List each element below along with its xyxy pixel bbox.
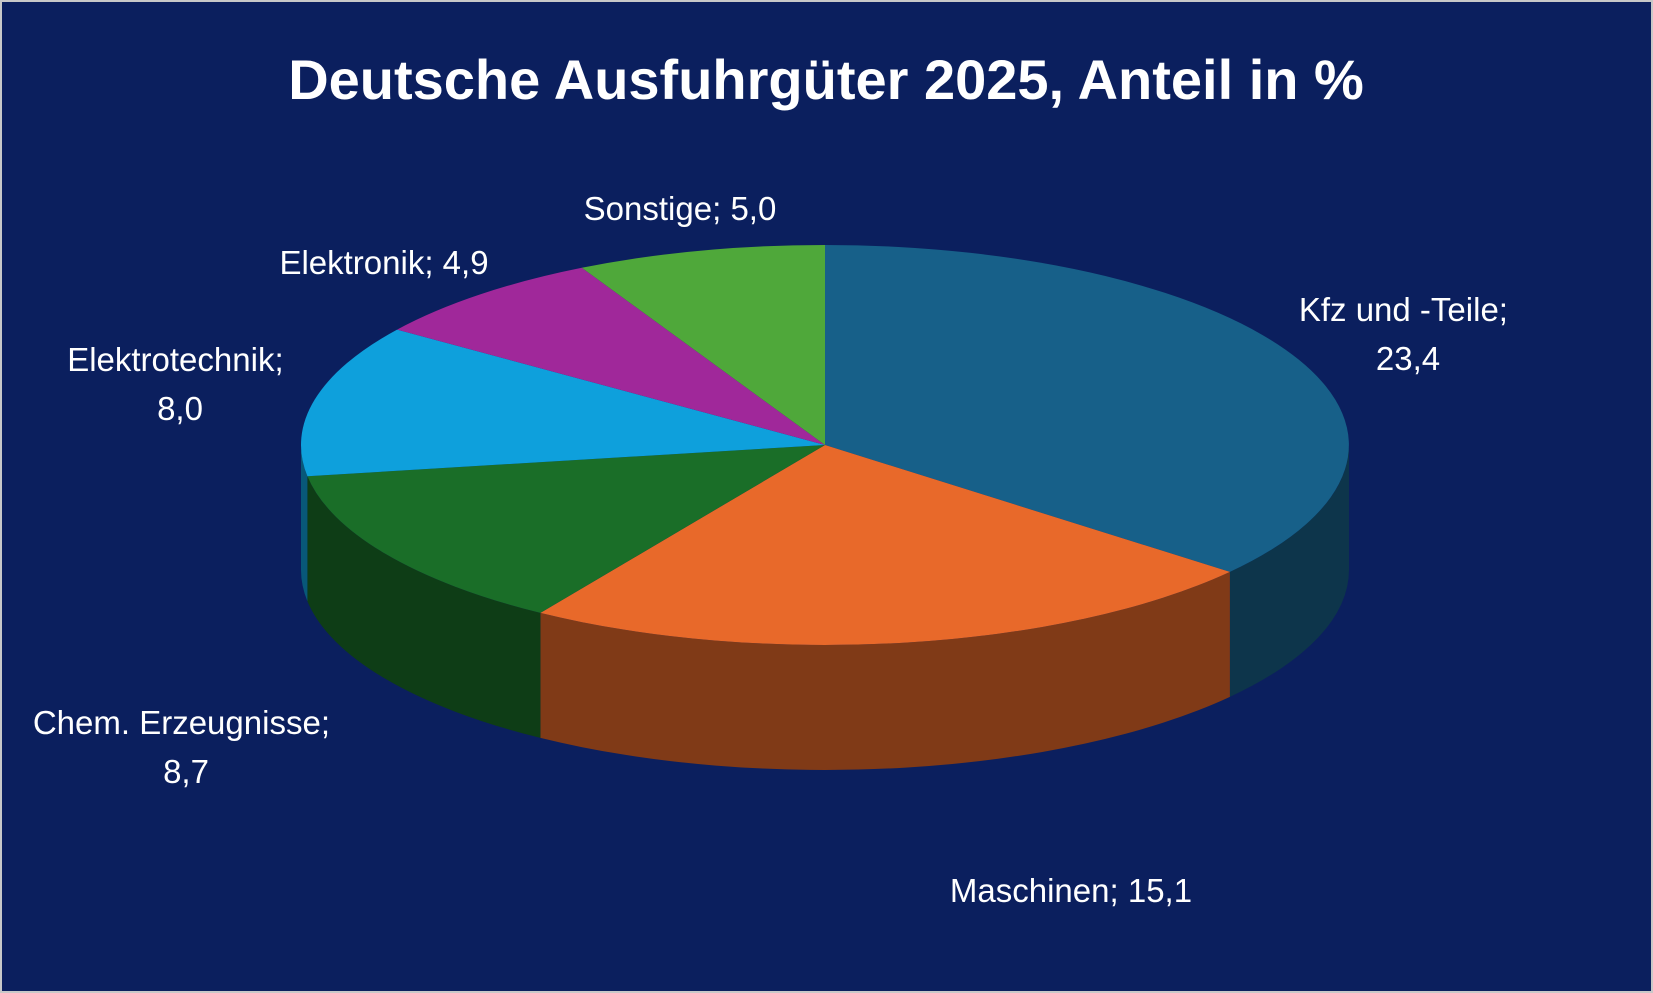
slice: [397, 267, 825, 445]
slice: [540, 445, 1230, 645]
label-separator: ;: [1499, 291, 1517, 328]
category-label: Elektrotechnik: [67, 341, 275, 378]
data-label: Kfz und -Teile; 23,4: [1299, 291, 1517, 377]
category-label: Chem. Erzeugnisse: [33, 704, 321, 741]
data-label: Sonstige; 5,0: [584, 190, 777, 227]
value-label: 5,0: [730, 190, 776, 227]
category-label: Sonstige: [584, 190, 712, 227]
slice-side: [1229, 445, 1349, 697]
value-label: 15,1: [1128, 872, 1192, 909]
data-label: Elektronik; 4,9: [279, 244, 488, 281]
slice-side: [540, 571, 1230, 770]
pie-sides: [301, 445, 1349, 770]
slice: [581, 244, 825, 445]
data-label: Elektrotechnik; 8,0: [67, 341, 293, 427]
slice-side: [307, 476, 541, 738]
slice: [307, 445, 825, 613]
label-separator: ;: [424, 244, 442, 281]
value-label: 4,9: [443, 244, 489, 281]
data-label: Maschinen; 15,1: [950, 872, 1192, 909]
data-label: Chem. Erzeugnisse; 8,7: [33, 704, 339, 790]
category-label: Elektronik: [279, 244, 424, 281]
value-label: 23,4: [1376, 340, 1440, 377]
label-separator: ;: [1110, 872, 1128, 909]
category-label: Maschinen: [950, 872, 1110, 909]
labels: Kfz und -Teile; 23,4 Maschinen; 15,1 Chem.…: [33, 190, 1517, 909]
label-separator: ;: [712, 190, 730, 227]
category-label: Kfz und -Teile: [1299, 291, 1499, 328]
label-separator: ;: [274, 341, 292, 378]
slice: [301, 329, 825, 477]
chart-title: Deutsche Ausfuhrgüter 2025, Anteil in %: [288, 48, 1364, 111]
slice-side: [301, 445, 308, 602]
slice: [825, 245, 1349, 572]
label-separator: ;: [321, 704, 339, 741]
value-label: 8,0: [157, 390, 203, 427]
pie-tops: [301, 244, 1349, 645]
value-label: 8,7: [163, 753, 209, 790]
